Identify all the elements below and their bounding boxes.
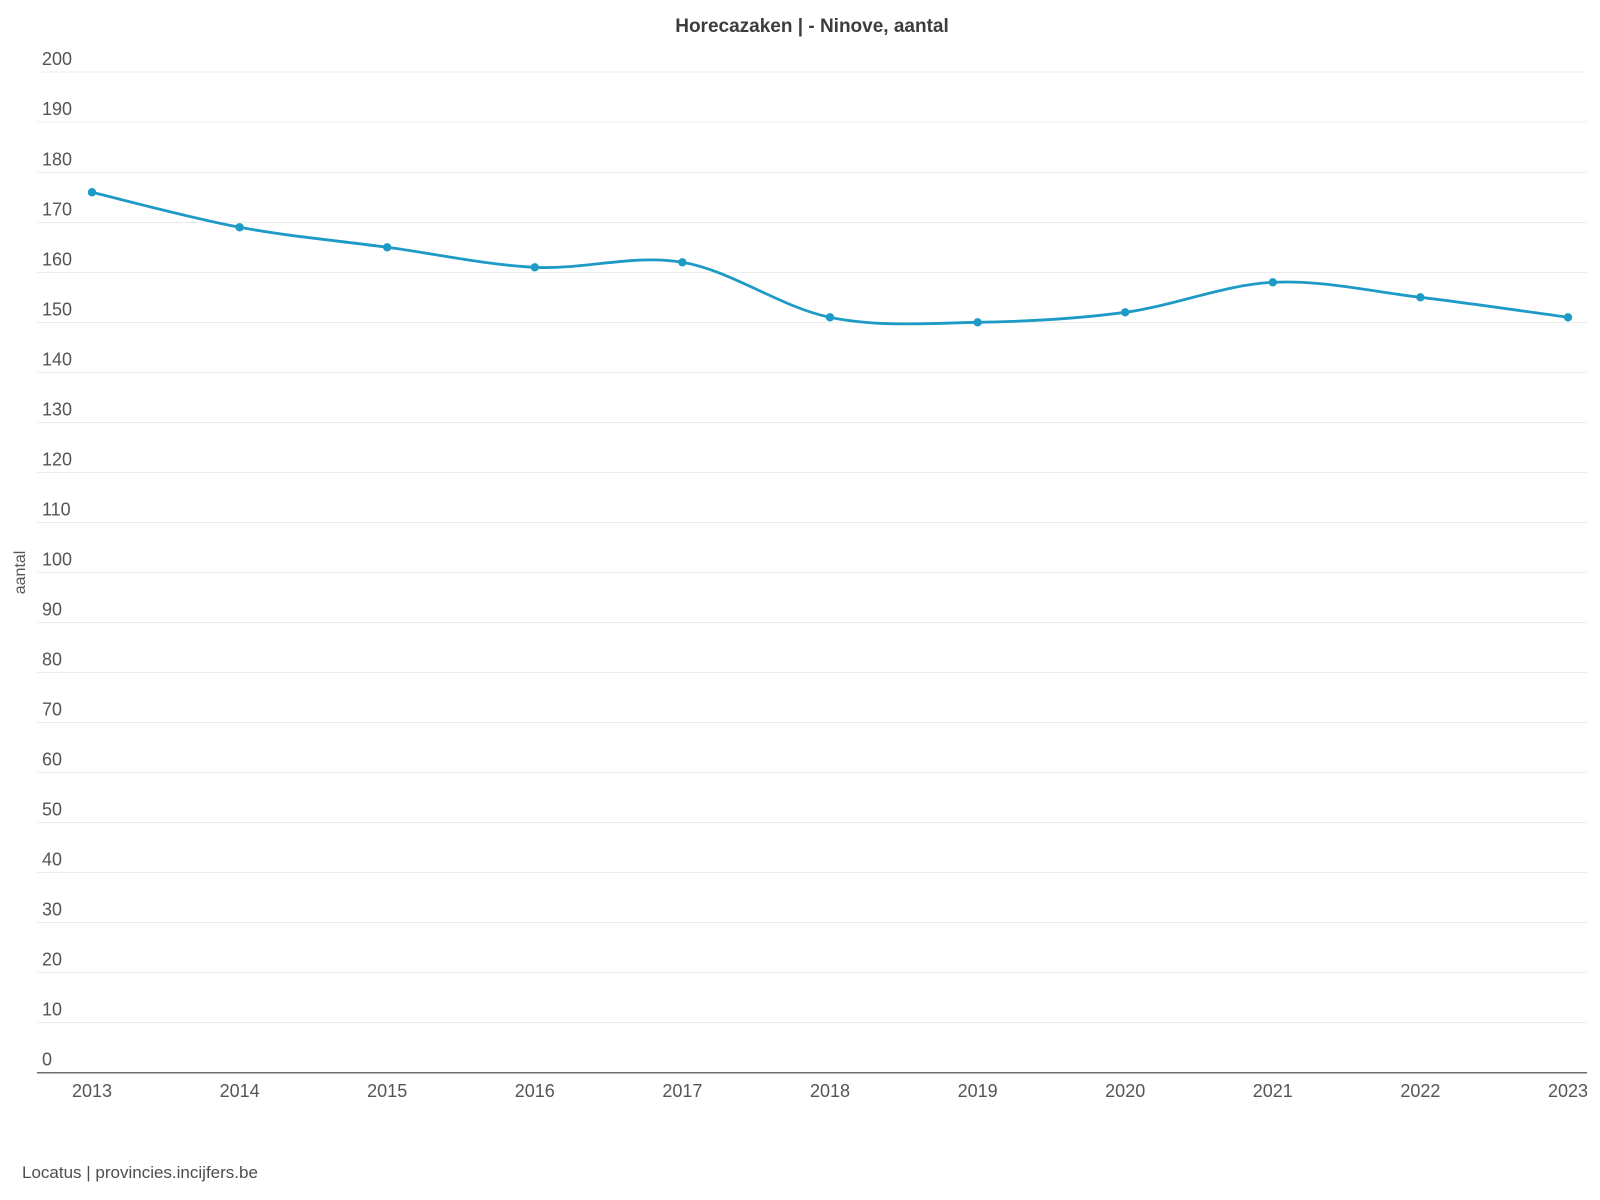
y-tick-label: 130: [42, 399, 72, 419]
data-point-2020[interactable]: [1121, 308, 1130, 317]
x-tick-label: 2014: [220, 1081, 260, 1101]
y-tick-label: 60: [42, 750, 62, 770]
data-point-2014[interactable]: [235, 223, 244, 232]
series-line: [90, 190, 1570, 326]
y-axis-title: aantal: [12, 551, 29, 595]
y-tick-label: 80: [42, 650, 62, 670]
y-tick-label: 100: [42, 549, 72, 569]
data-point-2022[interactable]: [1416, 293, 1425, 302]
y-tick-label: 20: [42, 950, 62, 970]
y-tick-label: 150: [42, 299, 72, 319]
y-tick-label: 40: [42, 850, 62, 870]
data-point-2015[interactable]: [383, 243, 392, 252]
data-point-2019[interactable]: [973, 318, 982, 327]
data-point-2018[interactable]: [825, 313, 835, 322]
y-tick-label: 50: [42, 800, 62, 820]
y-tick-label: 200: [42, 49, 72, 69]
y-tick-label: 10: [42, 1000, 62, 1020]
x-tick-label: 2017: [662, 1081, 702, 1101]
y-tick-label: 190: [42, 99, 72, 119]
x-tick-label: 2015: [367, 1081, 407, 1101]
data-point-2017[interactable]: [678, 258, 687, 267]
x-tick-label: 2019: [958, 1081, 998, 1101]
data-point-2021[interactable]: [1268, 278, 1278, 287]
y-tick-label: 120: [42, 449, 72, 469]
y-tick-label: 90: [42, 599, 62, 619]
data-point-2013[interactable]: [87, 188, 97, 197]
y-tick-label: 30: [42, 900, 62, 920]
y-tick-label: 160: [42, 249, 72, 269]
x-tick-label: 2021: [1253, 1081, 1293, 1101]
chart-title: Horecazaken | - Ninove, aantal: [675, 16, 949, 37]
data-point-2023[interactable]: [1563, 313, 1573, 322]
y-tick-label: 180: [42, 149, 72, 169]
y-tick-label: 110: [42, 499, 71, 519]
y-tick-label: 0: [42, 1050, 52, 1070]
x-tick-label: 2022: [1400, 1081, 1440, 1101]
y-tick-label: 70: [42, 700, 62, 720]
y-tick-label: 170: [42, 199, 72, 219]
source-attribution: Locatus | provincies.incijfers.be: [22, 1163, 258, 1182]
x-tick-label: 2018: [810, 1081, 850, 1101]
y-tick-label: 140: [42, 349, 72, 369]
x-tick-label: 2016: [515, 1081, 555, 1101]
x-tick-label: 2020: [1105, 1081, 1145, 1101]
x-tick-label: 2023: [1548, 1081, 1588, 1101]
data-point-2016[interactable]: [530, 263, 539, 272]
x-tick-label: 2013: [72, 1081, 112, 1101]
